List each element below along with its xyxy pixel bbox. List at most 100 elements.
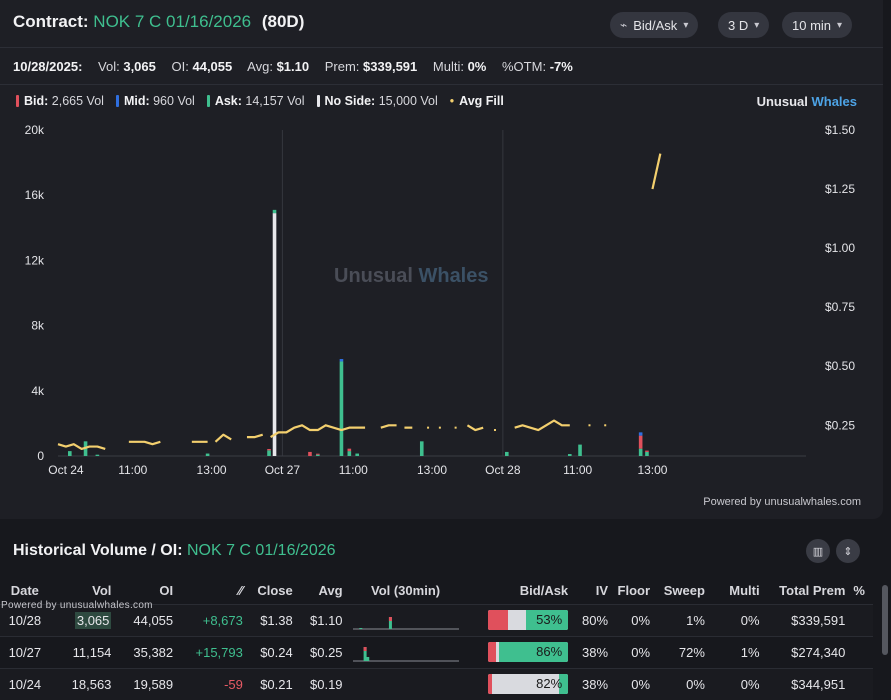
table-cell [350, 603, 469, 636]
column-header[interactable]: Date [10, 583, 39, 599]
legend-avgfill[interactable]: • Avg Fill [449, 94, 504, 108]
ask-share [525, 610, 569, 630]
x-tick-label: 11:00 [118, 463, 147, 477]
table-cell: $1.38 [250, 603, 301, 636]
table-cell: 10/28 [0, 603, 58, 636]
column-header[interactable]: Close [257, 583, 293, 599]
table-cell: 0% [616, 603, 659, 636]
table-cell: +8,673 [181, 603, 251, 636]
line-chart-icon: ⌁ [620, 18, 628, 32]
column-header[interactable]: Floor [617, 583, 651, 599]
avg-fill-line [128, 440, 161, 446]
avg-fill-point [427, 426, 430, 429]
bid-ask-bar: 86% [488, 642, 569, 662]
table-cell: 1% [658, 603, 713, 636]
legend-ask-value: 14,157 Vol [245, 94, 305, 108]
avg-label: Avg: [247, 59, 273, 74]
table-cell: $274,340 [767, 635, 854, 668]
sort-icon[interactable]: ⇕ [836, 539, 860, 563]
y-left-tick-label: 12k [25, 253, 45, 267]
cell-close: $1.38 [260, 612, 293, 628]
column-header[interactable]: OI [159, 583, 174, 599]
cell-avg: $0.25 [310, 644, 343, 660]
column-header[interactable]: Sweep [663, 583, 705, 599]
y-left-tick-label: 8k [31, 319, 45, 333]
column-header[interactable]: Total Prem [779, 583, 846, 599]
cell-oi: 35,382 [133, 644, 174, 660]
column-header[interactable]: Vol (30min) [370, 583, 441, 599]
table-cell: -59 [181, 667, 251, 700]
contract-stats: 10/28/2025: Vol: 3,065 OI: 44,055 Avg: $… [13, 59, 585, 74]
legend-mid[interactable]: Mid: 960 Vol [115, 94, 195, 108]
cell-floor: 0% [631, 676, 651, 692]
table-cell: 19,589 [119, 667, 182, 700]
legend-bid[interactable]: Bid: 2,665 Vol [16, 94, 104, 108]
bid-ask-bar: 53% [488, 610, 569, 630]
y-right-tick-label: $0.50 [825, 359, 855, 373]
columns-icon[interactable]: ▥ [806, 539, 830, 563]
divider [0, 47, 883, 48]
ask-percent-label: 82% [536, 676, 563, 692]
table-cell: 0% [616, 635, 659, 668]
cell-multi: 1% [740, 644, 760, 660]
history-contract: NOK 7 C 01/16/2026 [186, 542, 336, 559]
y-left-tick-label: 4k [31, 384, 45, 398]
powered-by[interactable]: Powered by unusualwhales.com [703, 496, 861, 508]
column-header[interactable]: Multi [729, 583, 760, 599]
avg-fill-point [454, 426, 457, 429]
cell-sweep: 1% [686, 612, 705, 628]
cell-chg: +8,673 [202, 612, 243, 628]
table-cell: 0% [616, 667, 659, 700]
legend-ask[interactable]: Ask: 14,157 Vol [206, 94, 305, 108]
table-cell [350, 635, 469, 668]
scrollbar[interactable] [882, 585, 888, 655]
cell-close: $0.24 [260, 644, 293, 660]
otm-value: -7% [549, 59, 573, 74]
prem-label: Prem: [324, 59, 360, 74]
cell-chg: +15,793 [195, 644, 243, 660]
table-cell: 0% [712, 603, 768, 636]
cell-oi: 44,055 [133, 612, 174, 628]
table-row[interactable]: 10/24 18,563 19,589 -59 $0.21 $0.19 82% 38% 0% 0%… [0, 667, 873, 700]
table-cell: 53% [468, 603, 577, 636]
interval-label: 10 min [792, 17, 832, 33]
table-cell [853, 667, 873, 700]
cell-avg: $0.19 [310, 676, 343, 692]
volume-chart[interactable]: 0 4k 8k 12k 16k 20k $0.25 $0.50 $0.75 $1.00 $1.25 $… [0, 118, 883, 488]
chart-mode-dropdown[interactable]: ⌁ Bid/Ask ▾ [610, 12, 699, 38]
table-cell: $0.21 [250, 667, 301, 700]
watermark-b: Whales [418, 265, 489, 287]
brand-a: Unusual [756, 94, 808, 109]
bar-ask [505, 451, 509, 456]
cell-avg: $1.10 [310, 612, 343, 628]
table-cell: 82% [468, 667, 577, 700]
x-tick-label: 13:00 [417, 463, 447, 477]
table-cell: 80% [576, 603, 617, 636]
cell-multi: 0% [740, 676, 760, 692]
history-title-label: Historical Volume / OI: [13, 542, 183, 559]
bar-noside [272, 213, 277, 456]
history-title: Historical Volume / OI: NOK 7 C 01/16/20… [13, 542, 336, 560]
cell-multi: 0% [740, 612, 760, 628]
y-right-tick-label: $0.25 [825, 418, 855, 432]
table-row[interactable]: 10/28 3,065 44,055 +8,673 $1.38 $1.10 53% 80% 0%… [0, 603, 873, 636]
bar-ask [205, 453, 210, 456]
column-header[interactable]: ∕∕ [238, 583, 243, 599]
table-row[interactable]: 10/27 11,154 35,382 +15,793 $0.24 $0.25 86% 38%… [0, 635, 873, 668]
column-header[interactable]: Bid/Ask [519, 583, 569, 599]
cell-vol: 18,563 [71, 676, 112, 692]
range-dropdown[interactable]: 3 D ▾ [718, 12, 770, 38]
chart-mode-label: Bid/Ask [633, 17, 678, 33]
avg-fill-point [438, 426, 441, 429]
column-header[interactable]: % [853, 583, 865, 599]
column-header[interactable]: Vol [92, 583, 112, 599]
legend-bid-label: Bid: [24, 94, 49, 108]
bar-bid [645, 450, 649, 452]
column-header[interactable]: IV [595, 583, 609, 599]
column-header[interactable]: Avg [318, 583, 343, 599]
interval-dropdown[interactable]: 10 min ▾ [782, 12, 853, 38]
legend-avgfill-label: Avg Fill [459, 94, 504, 108]
chevron-down-icon: ▾ [683, 19, 689, 31]
legend-noside[interactable]: No Side: 15,000 Vol [316, 94, 438, 108]
cell-sweep: 72% [678, 644, 705, 660]
